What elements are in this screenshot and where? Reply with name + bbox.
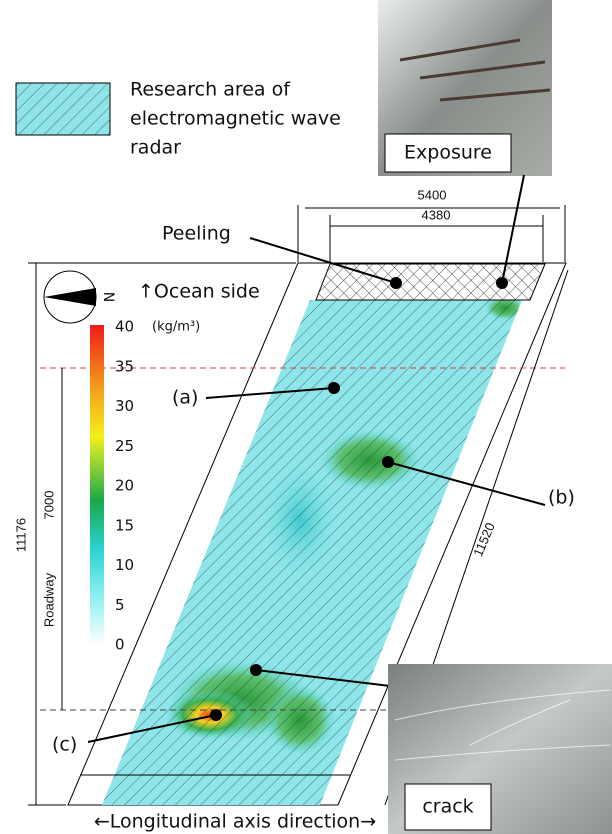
dimension-label: Roadway bbox=[41, 572, 56, 627]
dimension: 5400 bbox=[418, 187, 447, 202]
legend-text: Research area of bbox=[130, 79, 291, 101]
dimension: 11176 bbox=[13, 518, 28, 552]
legend-hatch bbox=[16, 83, 110, 135]
legend-text: electromagnetic wave bbox=[130, 108, 341, 130]
axis-direction: ←Longitudinal axis direction→ bbox=[94, 811, 376, 833]
colorbar-tick: 35 bbox=[115, 357, 134, 375]
colorbar-tick: 25 bbox=[115, 437, 134, 455]
photo-label: crack bbox=[422, 796, 473, 818]
point-label: (c) bbox=[52, 734, 77, 756]
colorbar-tick: 5 bbox=[115, 596, 125, 614]
ocean-side: ↑Ocean side bbox=[138, 281, 260, 303]
colorbar-tick: 15 bbox=[115, 516, 134, 534]
colorbar-tick: 0 bbox=[115, 636, 125, 654]
colorbar-tick: 10 bbox=[115, 556, 134, 574]
photo-label: Exposure bbox=[404, 142, 492, 164]
colorbar-tick: 30 bbox=[115, 397, 134, 415]
legend-text: radar bbox=[130, 137, 181, 159]
point-label: (a) bbox=[172, 387, 198, 409]
diagram: Research area of electromagnetic wave ra… bbox=[0, 0, 612, 834]
colorbar bbox=[90, 325, 104, 645]
dimension: 4380 bbox=[422, 207, 451, 222]
dimension: 7000 bbox=[41, 491, 56, 520]
point-label: (b) bbox=[548, 487, 575, 509]
dimension: 11520 bbox=[470, 520, 498, 558]
colorbar-unit: (kg/m³) bbox=[152, 320, 200, 335]
north-label: N bbox=[100, 292, 116, 302]
colorbar-tick: 40 bbox=[115, 318, 134, 336]
peeling-label: Peeling bbox=[162, 223, 231, 245]
colorbar-tick: 20 bbox=[115, 477, 134, 495]
